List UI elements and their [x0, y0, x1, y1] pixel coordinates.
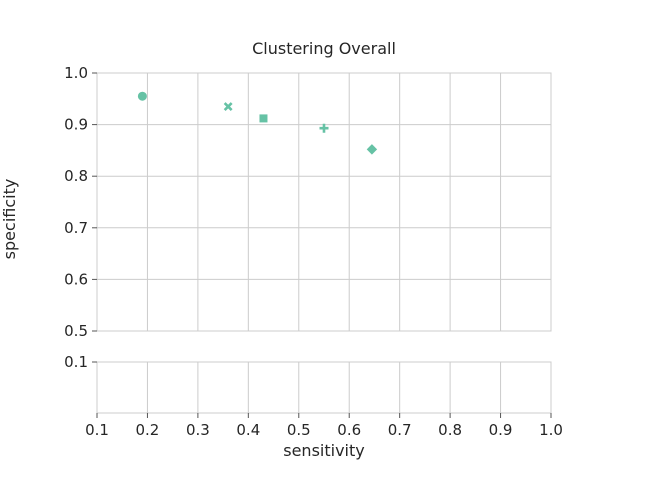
x-tick-label: 1.0: [539, 421, 563, 439]
y-axis-ticks-top: 0.5 0.6 0.7 0.8 0.9 1.0: [64, 64, 97, 340]
x-axis-ticks: 0.1 0.2 0.3 0.4 0.5 0.6 0.7 0.8 0.9 1.0: [85, 413, 563, 439]
point-diamond: [366, 144, 378, 155]
x-tick-label: 0.8: [438, 421, 462, 439]
plot-area-bottom: [96, 361, 552, 414]
x-tick-label: 0.2: [136, 421, 160, 439]
y-tick-label: 0.1: [64, 353, 88, 371]
chart-title: Clustering Overall: [252, 39, 396, 58]
x-tick-label: 0.6: [337, 421, 361, 439]
y-tick-label: 0.9: [64, 116, 88, 134]
grid-top: [96, 72, 552, 332]
plot-area-top: [96, 72, 552, 332]
x-tick-label: 0.7: [388, 421, 412, 439]
y-tick-label: 0.6: [64, 270, 88, 288]
y-axis-label: specificity: [0, 179, 19, 260]
x-tick-label: 0.3: [186, 421, 210, 439]
y-tick-label: 1.0: [64, 64, 88, 82]
point-square: [259, 114, 268, 123]
x-tick-label: 0.1: [85, 421, 109, 439]
y-tick-label: 0.8: [64, 167, 88, 185]
grid-bottom: [96, 361, 552, 413]
x-tick-label: 0.9: [489, 421, 513, 439]
y-tick-label: 0.5: [64, 322, 88, 340]
point-x: [223, 102, 233, 111]
point-plus: [319, 123, 329, 133]
x-tick-label: 0.5: [287, 421, 311, 439]
x-axis-label: sensitivity: [283, 441, 364, 460]
y-tick-label: 0.7: [64, 219, 88, 237]
y-axis-ticks-bottom: 0.1: [64, 353, 97, 371]
point-circle: [137, 91, 147, 101]
data-points: [137, 91, 378, 155]
x-tick-label: 0.4: [236, 421, 260, 439]
